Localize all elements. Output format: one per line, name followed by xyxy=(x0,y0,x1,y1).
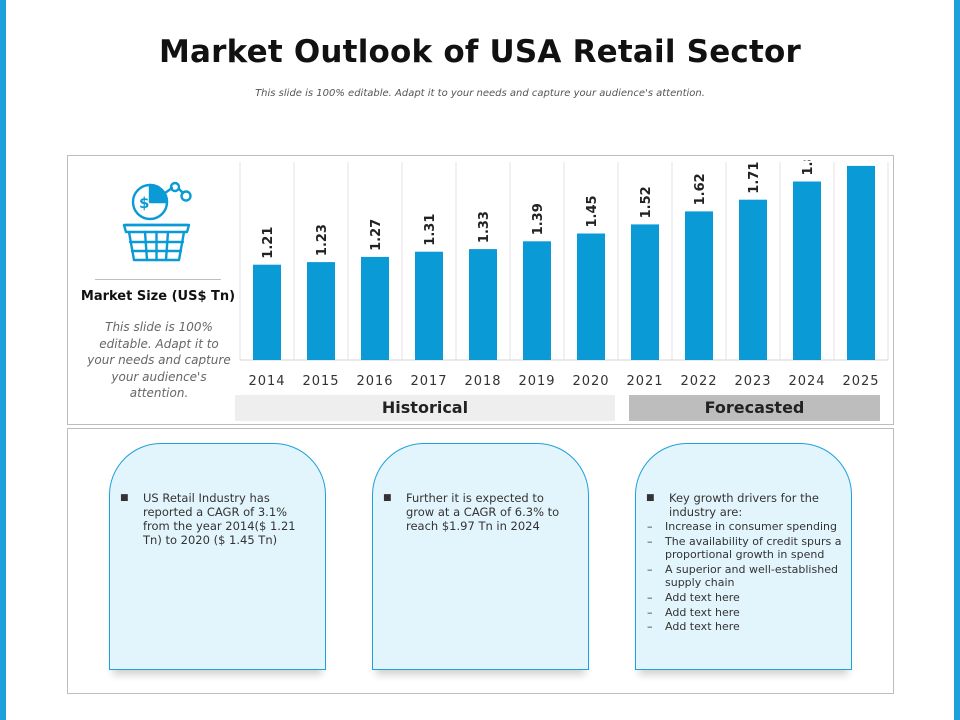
x-tick-label-2022: 2022 xyxy=(680,374,717,389)
data-label-2024: 1.85 xyxy=(801,160,816,176)
insight-card-cagr-history: ■ US Retail Industry has reported a CAGR… xyxy=(109,443,326,670)
card-bullet-text: Further it is expected to grow at a CAGR… xyxy=(406,491,560,533)
x-tick-label-2025: 2025 xyxy=(842,374,879,389)
x-tick-label-2018: 2018 xyxy=(464,374,501,389)
bar-2024 xyxy=(793,181,821,360)
chart-bars xyxy=(253,165,875,360)
right-accent-border xyxy=(954,0,960,720)
left-accent-border xyxy=(0,0,6,720)
bar-2015 xyxy=(307,262,335,360)
basket-pie-chart-icon: $ xyxy=(122,181,192,262)
list-item: – Add text here xyxy=(647,590,740,604)
data-label-2018: 1.33 xyxy=(477,211,492,243)
x-tick-label-2023: 2023 xyxy=(734,374,771,389)
bar-2020 xyxy=(577,233,605,360)
market-size-bar-chart: 1.21 1.23 1.27 1.31 1.33 1.39 1.45 1.52 1.62 1.71… xyxy=(239,160,889,389)
bar-2019 xyxy=(523,241,551,360)
x-tick-label-2015: 2015 xyxy=(302,374,339,389)
data-label-2019: 1.39 xyxy=(531,203,546,235)
data-label-2015: 1.23 xyxy=(315,224,330,256)
chart-data-labels: 1.21 1.23 1.27 1.31 1.33 1.39 1.45 1.52 1.62 1.71… xyxy=(261,160,816,259)
bar-2022 xyxy=(685,211,713,360)
list-item: – The availability of credit spurs a prop… xyxy=(647,534,842,562)
data-label-2021: 1.52 xyxy=(639,186,654,218)
bullet-square-icon: ■ xyxy=(646,493,655,503)
chart-grid xyxy=(239,162,889,361)
x-tick-label-2017: 2017 xyxy=(410,374,447,389)
x-tick-label-2014: 2014 xyxy=(248,374,285,389)
sidebar-note: This slide is 100% editable. Adapt it to… xyxy=(87,320,231,400)
x-tick-label-2024: 2024 xyxy=(788,374,825,389)
card-bullet-text: US Retail Industry has reported a CAGR o… xyxy=(143,491,296,547)
bar-2014 xyxy=(253,264,281,360)
historical-band: Historical xyxy=(235,395,615,421)
svg-text:$: $ xyxy=(139,194,149,212)
list-item: – A superior and well-established supply … xyxy=(647,562,838,590)
list-item: – Add text here xyxy=(647,620,740,634)
bullet-square-icon: ■ xyxy=(383,493,392,503)
card-bullet-text: Key growth drivers for the industry are: xyxy=(669,491,819,519)
bar-2017 xyxy=(415,251,443,360)
bar-2018 xyxy=(469,249,497,360)
data-label-2023: 1.71 xyxy=(747,162,762,194)
data-label-2022: 1.62 xyxy=(693,173,708,205)
data-label-2014: 1.21 xyxy=(261,227,276,259)
page-title: Market Outlook of USA Retail Sector xyxy=(158,34,801,70)
bar-2023 xyxy=(739,199,767,360)
market-size-heading: Market Size (US$ Tn) xyxy=(80,289,236,304)
insight-card-cagr-forecast: ■ Further it is expected to grow at a CA… xyxy=(372,443,589,670)
bullet-square-icon: ■ xyxy=(120,493,129,503)
insights-panel xyxy=(67,428,894,694)
data-label-2017: 1.31 xyxy=(423,214,438,246)
x-tick-label-2016: 2016 xyxy=(356,374,393,389)
page-subtitle: This slide is 100% editable. Adapt it to… xyxy=(255,88,705,99)
list-item: – Increase in consumer spending xyxy=(647,520,837,533)
bar-2025 xyxy=(847,165,875,360)
sidebar-divider xyxy=(95,279,221,280)
data-label-2016: 1.27 xyxy=(369,219,384,251)
insight-card-growth-drivers: ■ Key growth drivers for the industry ar… xyxy=(635,443,852,670)
x-tick-label-2020: 2020 xyxy=(572,374,609,389)
x-tick-label-2021: 2021 xyxy=(626,374,663,389)
list-item: – Add text here xyxy=(647,605,740,619)
bar-2021 xyxy=(631,224,659,360)
chart-panel xyxy=(67,155,894,425)
forecasted-band: Forecasted xyxy=(629,395,880,421)
bar-2016 xyxy=(361,256,389,360)
chart-x-axis: 2014 2015 2016 2017 2018 2019 2020 2021 2022 2023… xyxy=(248,374,879,389)
data-label-2020: 1.45 xyxy=(585,195,600,227)
x-tick-label-2019: 2019 xyxy=(518,374,555,389)
